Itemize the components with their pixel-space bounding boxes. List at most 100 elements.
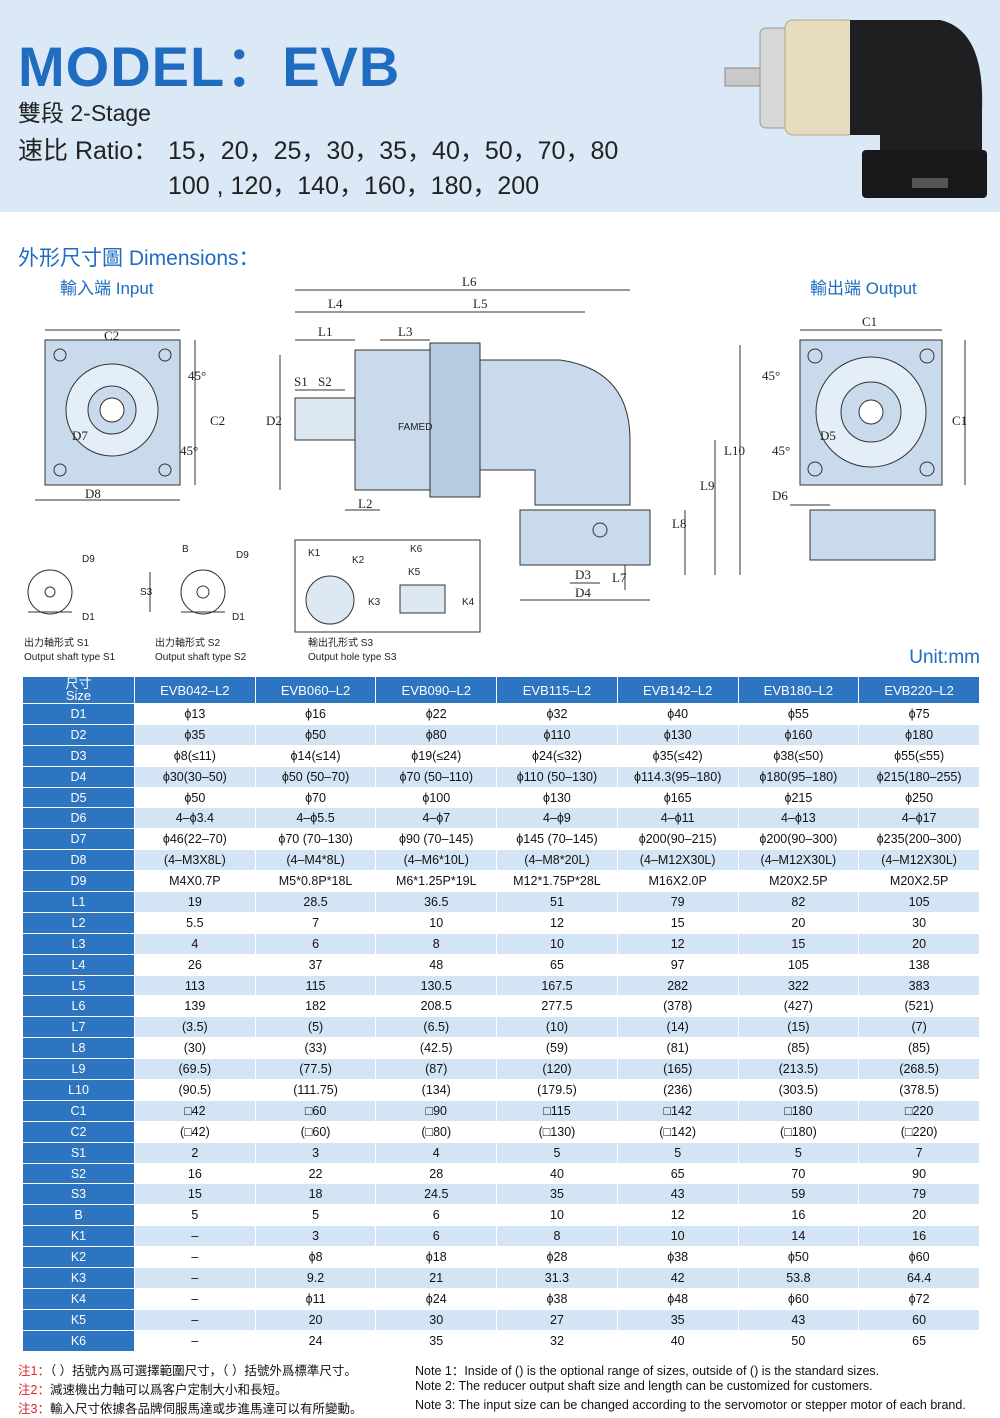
header-row: 尺寸 Size EVB042–L2 EVB060–L2 EVB090–L2 EVB115–… xyxy=(22,676,980,704)
column-header: EVB115–L2 xyxy=(496,676,618,704)
table-row: K5–20 30 27 35 43 60 xyxy=(22,1308,980,1331)
dim-label: L4 xyxy=(328,296,343,311)
table-row: L7 (3.5) (5) (6.5) (10) (14) (15) (7) xyxy=(22,1016,980,1039)
cell: (111.75) xyxy=(254,1079,377,1101)
cell: ϕ200(90–300) xyxy=(737,828,860,851)
cell: 4 xyxy=(375,1141,498,1164)
table-row: C1 □42 □60 □90 □115 □142 □180 □220 xyxy=(22,1099,980,1122)
cell: ϕ48 xyxy=(616,1287,739,1310)
cell: ϕ19(≤24) xyxy=(375,744,498,767)
dim-label: D1 xyxy=(232,612,245,623)
row-label: K2 xyxy=(22,1246,135,1269)
cell: 20 xyxy=(737,911,860,934)
dim-label: K1 xyxy=(308,548,321,559)
cell: 15 xyxy=(134,1183,256,1206)
column-header: EVB042–L2 xyxy=(134,676,256,704)
table-row: L3 4 6 8 10 12 15 20 xyxy=(22,932,980,955)
cell: 21 xyxy=(375,1267,498,1289)
product-image xyxy=(724,19,987,198)
caption: 出力軸形式 S2 xyxy=(155,636,220,649)
dim-label: D2 xyxy=(266,413,282,428)
table-row: L1 19 28.5 36.5 51 79 82 105 xyxy=(22,891,980,913)
cell: (4–M12X30L) xyxy=(737,849,860,872)
dim-label: C1 xyxy=(862,314,877,329)
cell: (□142) xyxy=(616,1120,739,1143)
cell: 6 xyxy=(375,1225,498,1248)
cell: 282 xyxy=(616,974,739,997)
row-label: L6 xyxy=(22,995,135,1018)
cell: 12 xyxy=(616,932,739,955)
note-zh: 注3：輸入尺寸依據各品牌伺服馬達或步進馬達可以有所變動。 xyxy=(18,1398,362,1417)
dim-label: 45° xyxy=(762,368,780,383)
cell: 48 xyxy=(375,953,498,976)
cell: (□80) xyxy=(375,1120,498,1143)
cell: 14 xyxy=(737,1225,860,1248)
column-header: EVB180–L2 xyxy=(737,676,860,704)
caption: Output shaft type S1 xyxy=(24,652,116,663)
cell: (120) xyxy=(496,1058,618,1081)
ratio-line: 15，20，25，30，35，40，50，70，80 xyxy=(168,137,619,165)
cell: ϕ60 xyxy=(737,1287,860,1310)
cell: (6.5) xyxy=(375,1016,498,1039)
cell: ϕ235(200–300) xyxy=(858,828,980,851)
corner-cell: 尺寸 Size xyxy=(22,676,135,704)
cell: ϕ72 xyxy=(858,1287,980,1310)
cell: ϕ70 xyxy=(254,786,377,809)
dim-label: S2 xyxy=(318,374,332,389)
ratio-line: 100 , 120，140，160，180，200 xyxy=(168,172,540,200)
row-label: K3 xyxy=(22,1267,135,1289)
cell: (7) xyxy=(858,1016,980,1039)
dim-label: K2 xyxy=(352,555,365,566)
cell: (3.5) xyxy=(134,1016,256,1039)
cell: (□60) xyxy=(254,1120,377,1143)
cell: 3 xyxy=(254,1225,377,1248)
note-text: （ ）括號內爲可選擇範圍尺寸，（ ）括號外爲標準尺寸。 xyxy=(49,1364,357,1378)
cell: (30) xyxy=(134,1037,256,1060)
cell: 15 xyxy=(616,911,739,934)
cell: ϕ110 xyxy=(496,723,618,746)
cell: 182 xyxy=(254,995,377,1018)
cell: 35 xyxy=(616,1308,739,1331)
cell: 105 xyxy=(858,891,980,913)
cell: ϕ35(≤42) xyxy=(616,744,739,767)
cell: ϕ145 (70–145) xyxy=(496,828,618,851)
dim-label: L5 xyxy=(473,296,487,311)
cell: 5 xyxy=(254,1204,377,1227)
dim-label: L1 xyxy=(318,324,332,339)
cell: – xyxy=(134,1287,256,1310)
cell: ϕ75 xyxy=(858,703,980,725)
cell: ϕ215 xyxy=(737,786,860,809)
cell: (236) xyxy=(616,1079,739,1101)
row-label: D4 xyxy=(22,765,135,788)
cell: M5*0.8P*18L xyxy=(254,870,377,893)
cell: 27 xyxy=(496,1308,618,1331)
cell: ϕ200(90–215) xyxy=(616,828,739,851)
dim-label: K3 xyxy=(368,597,381,608)
cell: (69.5) xyxy=(134,1058,256,1081)
cell: 70 xyxy=(737,1162,860,1185)
table-row: L8 (30) (33) (42.5) (59) (81) (85) (85) xyxy=(22,1037,980,1060)
dim-label: 45° xyxy=(772,443,790,458)
cell: 113 xyxy=(134,974,256,997)
cell: 15 xyxy=(737,932,860,955)
dim-label: K5 xyxy=(408,567,421,578)
cell: (42.5) xyxy=(375,1037,498,1060)
cell: 40 xyxy=(496,1162,618,1185)
cell: (165) xyxy=(616,1058,739,1081)
cell: □180 xyxy=(737,1099,860,1122)
cell: 105 xyxy=(737,953,860,976)
cell: (4–M4*8L) xyxy=(254,849,377,872)
row-label: S3 xyxy=(22,1183,135,1206)
cell: 8 xyxy=(496,1225,618,1248)
cell: 4–ϕ11 xyxy=(616,807,739,830)
unit: Unit:mm xyxy=(909,647,980,668)
note-label: 注2： xyxy=(18,1383,50,1397)
cell: (4–M12X30L) xyxy=(858,849,980,872)
cell: 6 xyxy=(254,932,377,955)
cell: 50 xyxy=(737,1329,860,1352)
table-row: L9 (69.5) (77.5) (87) (120) (165) (213.5) (268.… xyxy=(22,1058,980,1081)
column-header: EVB142–L2 xyxy=(616,676,739,704)
cell: 51 xyxy=(496,891,618,913)
row-label: K6 xyxy=(22,1329,135,1352)
cell: ϕ16 xyxy=(254,703,377,725)
